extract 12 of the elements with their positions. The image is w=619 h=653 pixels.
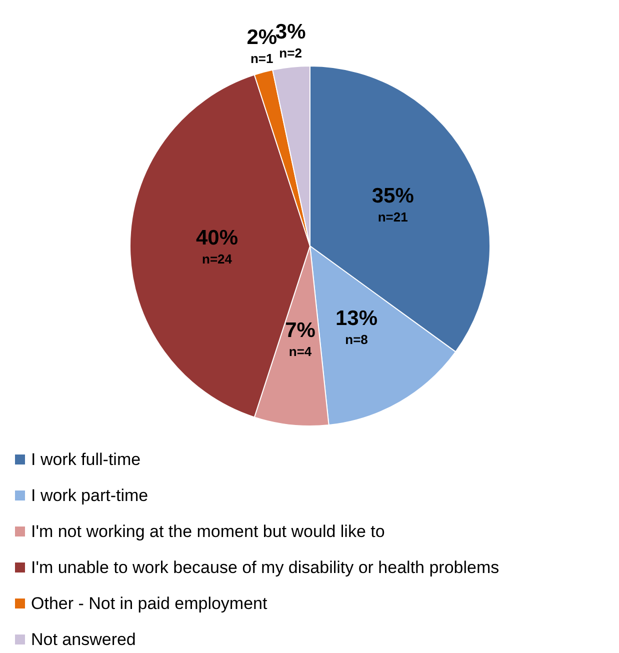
- legend-label: Not answered: [31, 630, 136, 649]
- data-label: 13% n=8: [335, 307, 378, 348]
- legend-label: I work full-time: [31, 450, 141, 469]
- legend-label: Other - Not in paid employment: [31, 594, 268, 613]
- legend-label: I'm not working at the moment but would like to: [31, 522, 385, 541]
- data-label: 3% n=2: [275, 20, 306, 61]
- data-label: 40% n=24: [196, 226, 238, 266]
- legend-label: I work part-time: [31, 486, 148, 505]
- data-label: 35% n=21: [372, 184, 414, 224]
- legend-label: I'm unable to work because of my disability or health problems: [31, 558, 500, 577]
- data-label: 2% n=1: [246, 26, 278, 66]
- data-label: 7% n=4: [285, 318, 316, 359]
